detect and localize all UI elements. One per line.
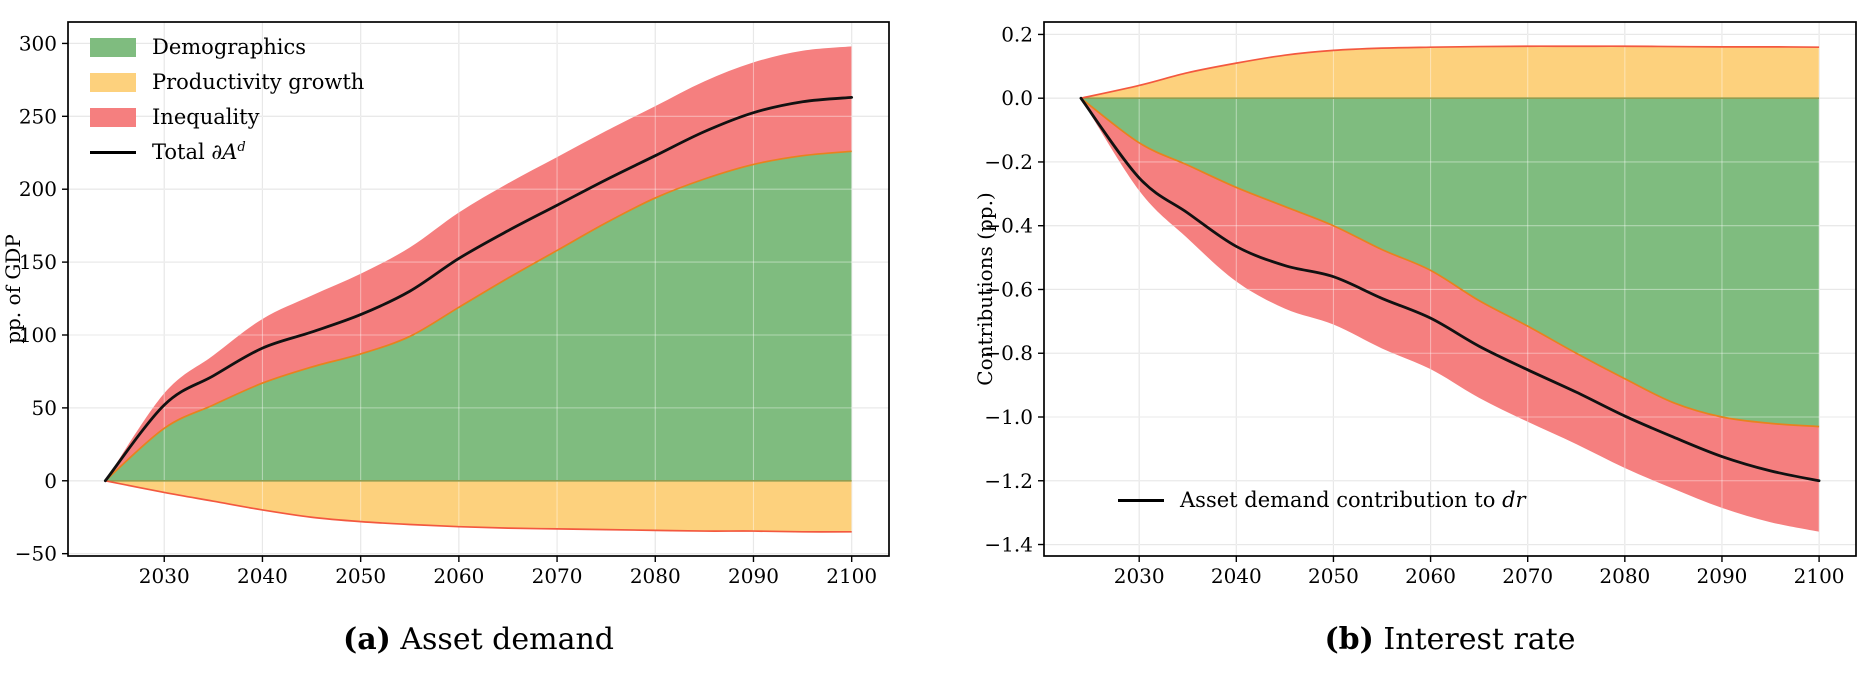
- svg-text:2060: 2060: [1405, 564, 1456, 588]
- svg-text:Contributions (pp.): Contributions (pp.): [973, 192, 997, 385]
- svg-text:pp. of GDP: pp. of GDP: [1, 234, 25, 344]
- svg-text:2040: 2040: [237, 564, 288, 588]
- inequality-swatch: [90, 108, 136, 127]
- svg-text:50: 50: [32, 396, 57, 420]
- legend-item-total-dr: Asset demand contribution to dr: [1118, 486, 1526, 514]
- caption-panel-a: (a) Asset demand: [68, 622, 889, 657]
- dr-line-swatch: [1118, 491, 1164, 510]
- caption-a-tag: (a): [343, 622, 391, 657]
- svg-text:−0.4: −0.4: [984, 214, 1033, 238]
- svg-text:100: 100: [19, 323, 57, 347]
- legend-item-inequality: Inequality: [90, 100, 364, 135]
- svg-text:−0.6: −0.6: [984, 277, 1033, 301]
- svg-text:−1.4: −1.4: [984, 533, 1033, 557]
- inequality-label: Inequality: [152, 105, 260, 129]
- svg-text:2050: 2050: [335, 564, 386, 588]
- total-line-swatch: [90, 143, 136, 162]
- legend-item-productivity: Productivity growth: [90, 65, 364, 100]
- svg-text:2100: 2100: [826, 564, 877, 588]
- svg-text:250: 250: [19, 104, 57, 128]
- svg-text:2030: 2030: [1114, 564, 1165, 588]
- legend-panel-b: Asset demand contribution to dr: [1118, 486, 1526, 514]
- asset-demand-chart: 2030 2040 2050 2060 2070 2080 2090 2100 −50 0 50 10…: [1, 21, 890, 588]
- svg-text:2060: 2060: [433, 564, 484, 588]
- svg-text:200: 200: [19, 177, 57, 201]
- legend-item-demographics: Demographics: [90, 30, 364, 65]
- caption-a-text: Asset demand: [390, 622, 614, 657]
- demographics-label: Demographics: [152, 35, 307, 59]
- caption-b-tag: (b): [1324, 622, 1374, 657]
- productivity-label: Productivity growth: [152, 70, 365, 94]
- legend-panel-a: Demographics Productivity growth Inequal…: [90, 30, 364, 170]
- svg-text:−0.8: −0.8: [984, 341, 1033, 365]
- svg-text:0: 0: [44, 469, 57, 493]
- caption-panel-b: (b) Interest rate: [1044, 622, 1856, 657]
- svg-text:2040: 2040: [1211, 564, 1262, 588]
- svg-text:2070: 2070: [1502, 564, 1553, 588]
- svg-text:150: 150: [19, 250, 57, 274]
- svg-text:−50: −50: [15, 542, 57, 566]
- legend-item-total: Total ∂Ad: [90, 135, 364, 170]
- interest-rate-chart: 2030 2040 2050 2060 2070 2080 2090 2100 −1.4 −1.2…: [973, 21, 1857, 588]
- svg-text:2080: 2080: [1599, 564, 1650, 588]
- demographics-swatch: [90, 38, 136, 57]
- caption-b-text: Interest rate: [1373, 622, 1576, 657]
- svg-text:300: 300: [19, 31, 57, 55]
- productivity-swatch: [90, 73, 136, 92]
- svg-text:2090: 2090: [1697, 564, 1748, 588]
- svg-text:2030: 2030: [139, 564, 190, 588]
- dr-label: Asset demand contribution to dr: [1180, 487, 1526, 512]
- svg-text:0.0: 0.0: [1001, 86, 1033, 110]
- svg-text:2050: 2050: [1308, 564, 1359, 588]
- script-A-symbol: A: [222, 140, 238, 164]
- svg-text:2070: 2070: [532, 564, 583, 588]
- svg-text:0.2: 0.2: [1001, 22, 1033, 46]
- svg-text:−0.2: −0.2: [984, 150, 1033, 174]
- svg-text:−1.2: −1.2: [984, 469, 1033, 493]
- svg-text:2090: 2090: [728, 564, 779, 588]
- svg-text:2100: 2100: [1794, 564, 1845, 588]
- svg-text:−1.0: −1.0: [984, 405, 1033, 429]
- total-label: Total ∂Ad: [152, 140, 246, 164]
- svg-text:2080: 2080: [630, 564, 681, 588]
